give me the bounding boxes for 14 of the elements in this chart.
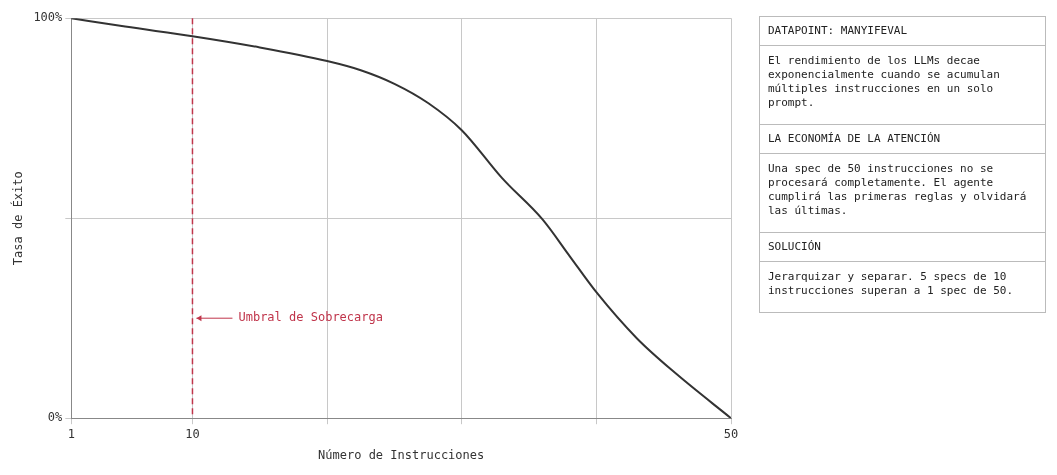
x-tick-label: 1 bbox=[67, 426, 75, 441]
y-tick-label: 0% bbox=[47, 410, 64, 425]
text: Una spec de 50 instrucciones no se procesará completamente. El agente cumplirá las primeras reglas y olvidará las últimas. bbox=[760, 153, 1045, 232]
text: DATAPOINT: MANYIFEVAL bbox=[767, 23, 909, 39]
y-axis-title: Tasa de Éxito bbox=[10, 171, 26, 266]
text: Jerarquizar y separar. 5 specs de 10 instrucciones superan a 1 spec de 50. bbox=[760, 261, 1045, 312]
ref-line-label: Umbral de Sobrecarga bbox=[238, 310, 383, 325]
x-axis-title: Número de Instrucciones bbox=[318, 447, 485, 462]
text: LA ECONOMÍA DE LA ATENCIÓN bbox=[760, 124, 1045, 153]
x-tick-label: 10 bbox=[185, 426, 200, 441]
y-tick-label: 100% bbox=[33, 10, 64, 25]
x-tick-label: 50 bbox=[723, 426, 739, 441]
text: SOLUCIÓN bbox=[760, 232, 1045, 261]
text: El rendimiento de los LLMs decae exponencialmente cuando se acumulan múltiples instrucciones en un solo prompt. bbox=[760, 45, 1045, 124]
